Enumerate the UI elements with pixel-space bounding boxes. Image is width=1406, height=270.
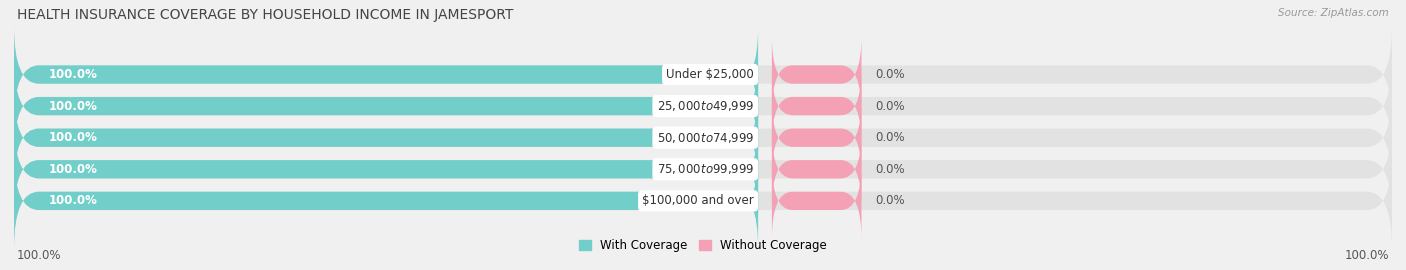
Text: 0.0%: 0.0% <box>876 194 905 207</box>
Text: 0.0%: 0.0% <box>876 68 905 81</box>
FancyBboxPatch shape <box>14 122 1392 217</box>
Text: 100.0%: 100.0% <box>48 100 97 113</box>
Text: $50,000 to $74,999: $50,000 to $74,999 <box>657 131 754 145</box>
FancyBboxPatch shape <box>14 122 758 217</box>
FancyBboxPatch shape <box>772 68 862 144</box>
Text: Source: ZipAtlas.com: Source: ZipAtlas.com <box>1278 8 1389 18</box>
FancyBboxPatch shape <box>14 90 758 185</box>
FancyBboxPatch shape <box>772 99 862 176</box>
Text: 0.0%: 0.0% <box>876 100 905 113</box>
Text: 0.0%: 0.0% <box>876 131 905 144</box>
FancyBboxPatch shape <box>772 131 862 208</box>
FancyBboxPatch shape <box>14 58 1392 154</box>
Text: $100,000 and over: $100,000 and over <box>643 194 754 207</box>
Text: $75,000 to $99,999: $75,000 to $99,999 <box>657 162 754 176</box>
FancyBboxPatch shape <box>772 163 862 239</box>
Text: 100.0%: 100.0% <box>48 194 97 207</box>
Text: $25,000 to $49,999: $25,000 to $49,999 <box>657 99 754 113</box>
FancyBboxPatch shape <box>14 153 1392 249</box>
Text: 100.0%: 100.0% <box>1344 249 1389 262</box>
Text: 0.0%: 0.0% <box>876 163 905 176</box>
Text: Under $25,000: Under $25,000 <box>666 68 754 81</box>
Text: HEALTH INSURANCE COVERAGE BY HOUSEHOLD INCOME IN JAMESPORT: HEALTH INSURANCE COVERAGE BY HOUSEHOLD I… <box>17 8 513 22</box>
Text: 100.0%: 100.0% <box>48 68 97 81</box>
FancyBboxPatch shape <box>14 27 758 122</box>
Legend: With Coverage, Without Coverage: With Coverage, Without Coverage <box>579 239 827 252</box>
FancyBboxPatch shape <box>14 90 1392 185</box>
FancyBboxPatch shape <box>772 36 862 113</box>
Text: 100.0%: 100.0% <box>48 163 97 176</box>
FancyBboxPatch shape <box>14 27 1392 122</box>
Text: 100.0%: 100.0% <box>17 249 62 262</box>
FancyBboxPatch shape <box>14 153 758 249</box>
FancyBboxPatch shape <box>14 58 758 154</box>
Text: 100.0%: 100.0% <box>48 131 97 144</box>
